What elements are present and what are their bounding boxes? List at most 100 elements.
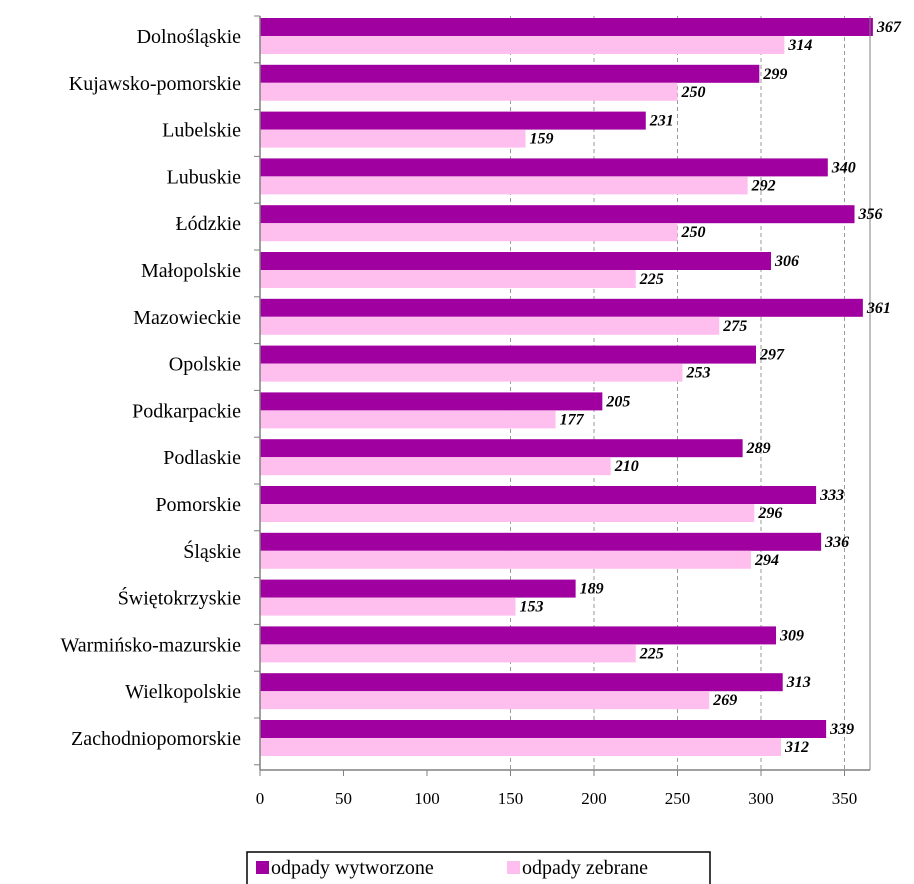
data-label-zebrane-2: 159 — [530, 131, 554, 148]
bar-zebrane-11 — [260, 550, 751, 569]
bar-zebrane-12 — [260, 597, 516, 616]
data-label-wytworzone-3: 340 — [831, 159, 856, 176]
x-tick-label-100: 100 — [414, 789, 440, 808]
x-tick-label-0: 0 — [256, 789, 265, 808]
data-label-zebrane-6: 275 — [722, 318, 747, 335]
x-tick-label-350: 350 — [832, 789, 858, 808]
x-axis-ticks: 0 50 100 150 200 250 300 350 — [256, 770, 858, 808]
bar-zebrane-10 — [260, 504, 755, 522]
bar-wytworzone-8 — [260, 392, 603, 411]
data-label-zebrane-11: 294 — [754, 552, 779, 569]
bar-wytworzone-3 — [260, 158, 828, 177]
bar-wytworzone-11 — [260, 532, 822, 551]
data-label-wytworzone-4: 356 — [858, 206, 883, 223]
category-label: Pomorskie — [155, 494, 241, 516]
bar-zebrane-1 — [260, 82, 678, 101]
category-label: Małopolskie — [141, 260, 241, 282]
data-label-wytworzone-9: 289 — [746, 440, 771, 457]
data-label-wytworzone-12: 189 — [580, 581, 604, 598]
bars — [260, 18, 873, 756]
category-label: Zachodniopomorskie — [71, 728, 241, 750]
bar-wytworzone-12 — [260, 579, 576, 598]
category-label: Lubelskie — [162, 120, 241, 142]
legend: odpady wytworzone odpady zebrane — [246, 851, 711, 884]
category-label: Wielkopolskie — [125, 681, 241, 703]
data-label-zebrane-13: 225 — [639, 645, 664, 662]
data-label-zebrane-7: 253 — [686, 365, 711, 382]
category-label: Kujawsko-pomorskie — [69, 73, 241, 95]
bar-zebrane-8 — [260, 410, 556, 429]
category-label: Śląskie — [183, 539, 241, 563]
data-label-wytworzone-6: 361 — [866, 300, 891, 317]
data-label-zebrane-5: 225 — [639, 271, 664, 288]
data-label-wytworzone-5: 306 — [774, 253, 799, 270]
bar-zebrane-6 — [260, 316, 720, 335]
category-label: Warmińsko-mazurskie — [60, 634, 241, 656]
legend-swatch-wytworzone — [256, 861, 269, 874]
bar-zebrane-9 — [260, 457, 611, 476]
data-label-zebrane-4: 250 — [681, 224, 706, 241]
data-label-wytworzone-0: 367 — [876, 19, 902, 36]
bar-wytworzone-4 — [260, 205, 855, 224]
bar-wytworzone-0 — [260, 18, 873, 36]
data-label-zebrane-12: 153 — [520, 599, 544, 616]
category-label: Podkarpackie — [132, 400, 241, 422]
legend-label-zebrane: odpady zebrane — [522, 857, 648, 879]
data-label-zebrane-14: 269 — [712, 692, 737, 709]
legend-label-wytworzone: odpady wytworzone — [271, 857, 434, 879]
legend-swatch-zebrane — [507, 861, 520, 874]
bar-zebrane-4 — [260, 223, 678, 242]
category-label: Opolskie — [169, 354, 241, 376]
x-tick-label-200: 200 — [581, 789, 607, 808]
bar-zebrane-7 — [260, 363, 683, 382]
bar-wytworzone-7 — [260, 345, 756, 364]
bar-wytworzone-10 — [260, 486, 817, 504]
data-label-zebrane-0: 314 — [787, 37, 812, 54]
bar-wytworzone-5 — [260, 252, 772, 270]
bar-wytworzone-6 — [260, 298, 863, 317]
data-label-wytworzone-8: 205 — [605, 393, 630, 410]
data-label-wytworzone-2: 231 — [649, 113, 674, 130]
bar-wytworzone-15 — [260, 720, 827, 738]
data-label-wytworzone-13: 309 — [779, 627, 804, 644]
data-label-zebrane-9: 210 — [614, 458, 639, 475]
data-label-wytworzone-14: 313 — [786, 674, 811, 691]
bar-zebrane-5 — [260, 270, 636, 288]
category-labels: Dolnośląskie Kujawsko-pomorskie Lubelskie L… — [60, 26, 241, 750]
category-label: Mazowieckie — [133, 307, 241, 329]
data-label-wytworzone-15: 339 — [829, 721, 854, 738]
bar-wytworzone-14 — [260, 673, 783, 692]
bar-wytworzone-1 — [260, 64, 760, 83]
data-label-zebrane-10: 296 — [757, 505, 782, 522]
data-label-wytworzone-10: 333 — [819, 487, 844, 504]
x-tick-label-250: 250 — [665, 789, 691, 808]
x-tick-label-50: 50 — [335, 789, 352, 808]
data-label-wytworzone-11: 336 — [824, 534, 849, 551]
bar-zebrane-13 — [260, 644, 636, 663]
axes — [254, 15, 871, 771]
bar-zebrane-14 — [260, 691, 710, 710]
category-label: Świętokrzyskie — [118, 586, 241, 610]
data-label-zebrane-8: 177 — [560, 411, 585, 428]
bar-wytworzone-2 — [260, 111, 646, 130]
bar-zebrane-0 — [260, 36, 785, 54]
data-label-zebrane-3: 292 — [751, 177, 776, 194]
category-label: Lubuskie — [167, 166, 242, 188]
bar-wytworzone-9 — [260, 439, 743, 458]
category-label: Podlaskie — [163, 447, 241, 469]
category-label: Łódzkie — [175, 213, 241, 235]
legend-box — [246, 851, 711, 884]
bar-wytworzone-13 — [260, 626, 777, 645]
data-label-wytworzone-1: 299 — [762, 66, 787, 83]
x-tick-label-150: 150 — [498, 789, 524, 808]
data-label-zebrane-1: 250 — [681, 84, 706, 101]
bar-zebrane-2 — [260, 129, 526, 148]
x-tick-label-300: 300 — [748, 789, 774, 808]
bar-zebrane-3 — [260, 176, 748, 195]
data-label-wytworzone-7: 297 — [759, 347, 785, 364]
category-label: Dolnośląskie — [137, 26, 242, 48]
data-label-zebrane-15: 312 — [784, 739, 809, 756]
bar-zebrane-15 — [260, 738, 782, 756]
